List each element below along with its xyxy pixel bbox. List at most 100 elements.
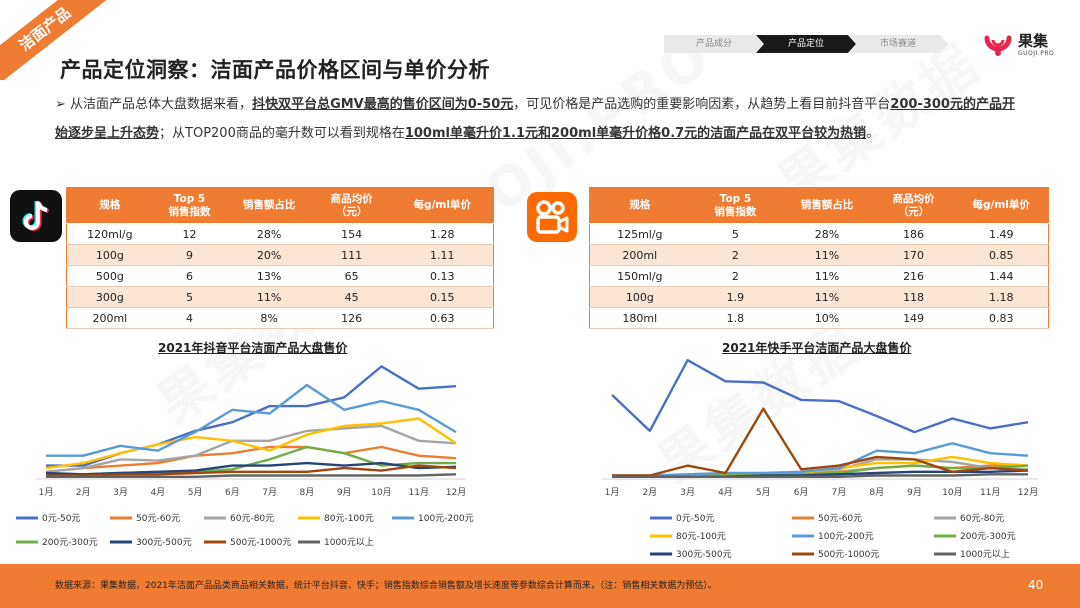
page-title: 产品定位洞察：洁面产品价格区间与单价分析 [60,58,490,82]
footer-bar: 数据来源：果集数据，2021年洁面产品品类商品相关数据，统计平台抖音、快手；销售… [0,564,1080,608]
series-line [46,383,457,457]
table-row: 120ml/g 12 28% 154 1.28 [66,223,494,245]
table-cell: 12 [152,223,227,245]
table-cell: 126 [311,307,392,329]
brand-logo: 果集 GUOJI.PRO [982,28,1072,64]
series-line [612,407,1029,477]
para-highlight-2: 200-300元的产品开始逐步呈上升态势 [55,97,1015,141]
table-cell: 100g [66,244,153,266]
table-cell: 149 [872,307,955,329]
x-tick-label: 7月 [832,487,847,498]
table-cell: 100g [589,286,690,308]
table-cell: 200ml [66,307,153,329]
series-line [45,461,457,476]
x-tick-label: 5月 [756,487,771,498]
logo-sub: GUOJI.PRO [1018,50,1055,57]
data-source-note: 数据来源：果集数据，2021年洁面产品品类商品相关数据，统计平台抖音、快手；销售… [55,581,717,591]
page-number: 40 [1028,578,1044,592]
para-highlight-1: 抖快双平台总GMV最高的售价区间为0-50元 [252,97,514,112]
legend-label: 500元-1000元 [818,550,879,560]
para-text-4: 。 [866,126,880,141]
table-row: 300g 5 11% 45 0.15 [66,286,494,308]
para-text-1: 从洁面产品总体大盘数据来看， [70,97,253,112]
x-tick-label: 1月 [39,487,54,498]
table-cell: 1.18 [954,286,1049,308]
legend-label: 50元-60元 [136,514,180,524]
table-cell: 0.15 [391,286,494,308]
table-cell: 1.11 [391,244,494,266]
legend-label: 80元-100元 [324,514,374,524]
kuaishou-chart-title: 2021年快手平台洁面产品大盘售价 [722,341,912,355]
table-cell: 11% [226,286,312,308]
x-tick-label: 11月 [980,487,1000,498]
table-cell: 5 [689,223,782,245]
x-tick-label: 6月 [794,487,809,498]
table-cell: 1.49 [954,223,1049,245]
table-cell: 200ml [589,244,690,266]
table-row: 125ml/g 5 28% 186 1.49 [589,223,1049,245]
table-cell: 6 [152,265,227,287]
table-cell: 10% [781,307,873,329]
table-cell: 216 [872,265,955,287]
table-cell: 11% [781,265,873,287]
kuaishou-spec-table: 规格 Top 5 销售指数 销售额占比 商品均价 （元） 每g/ml单价 125… [589,187,1049,329]
legend-label: 80元-100元 [676,532,726,542]
x-tick-label: 6月 [225,487,240,498]
col-share: 销售额占比 [226,187,312,224]
table-cell: 0.85 [954,244,1049,266]
col-share: 销售额占比 [781,187,873,224]
table-cell: 1.8 [689,307,782,329]
breadcrumb-step-positioning[interactable]: 产品定位 [756,35,856,53]
table-cell: 0.83 [954,307,1049,329]
table-cell: 13% [226,265,312,287]
table-cell: 150ml/g [589,265,690,287]
legend-label: 300元-500元 [676,550,732,560]
logo-mark-icon [984,35,1012,56]
table-cell: 0.13 [391,265,494,287]
legend-label: 1000元以上 [324,537,374,548]
table-cell: 9 [152,244,227,266]
col-top5: Top 5 销售指数 [152,187,227,224]
bullet-icon: ➢ [55,97,66,112]
x-tick-label: 3月 [113,487,128,498]
table-row: 180ml 1.8 10% 149 0.83 [589,307,1049,329]
table-row: 150ml/g 2 11% 216 1.44 [589,265,1049,287]
table-cell: 118 [872,286,955,308]
table-cell: 154 [311,223,392,245]
table-cell: 8% [226,307,312,329]
table-cell: 180ml [589,307,690,329]
kuaishou-chart-legend: 0元-50元 50元-60元 60元-80元 80元-100元 100元-200元 200… [650,514,1016,560]
x-tick-label: 4月 [718,487,733,498]
x-tick-label: 8月 [869,487,884,498]
table-cell: 2 [689,265,782,287]
x-tick-label: 4月 [150,487,165,498]
series-line [46,464,457,477]
legend-label: 50元-60元 [818,514,862,524]
series-line [611,359,1029,434]
breadcrumb-step-market[interactable]: 市场赛道 [848,35,948,53]
series-line [45,424,457,473]
table-cell: 120ml/g [66,223,153,245]
breadcrumb-step-ingredients[interactable]: 产品成分 [664,35,764,53]
x-tick-label: 12月 [446,487,466,498]
series-line [612,473,1028,479]
x-tick-label: 2月 [642,487,657,498]
legend-label: 300元-500元 [136,538,192,548]
table-cell: 28% [781,223,873,245]
col-unit-price: 每g/ml单价 [391,187,494,224]
legend-label: 60元-80元 [960,514,1004,524]
col-spec: 规格 [66,187,153,224]
table-cell: 0.63 [391,307,494,329]
douyin-chart-legend: 0元-50元 50元-60元 60元-80元 80元-100元 100元-200元 200… [16,514,474,548]
table-cell: 1.44 [954,265,1049,287]
legend-label: 200元-300元 [960,532,1016,542]
x-tick-label: 9月 [907,487,922,498]
col-avg-price: 商品均价 （元） [311,187,392,224]
table-cell: 111 [311,244,392,266]
col-spec: 规格 [589,187,690,224]
table-row: 200ml 2 11% 170 0.85 [589,244,1049,266]
table-cell: 45 [311,286,392,308]
series-line [45,445,457,473]
table-cell: 170 [872,244,955,266]
logo-name: 果集 [1018,32,1049,50]
